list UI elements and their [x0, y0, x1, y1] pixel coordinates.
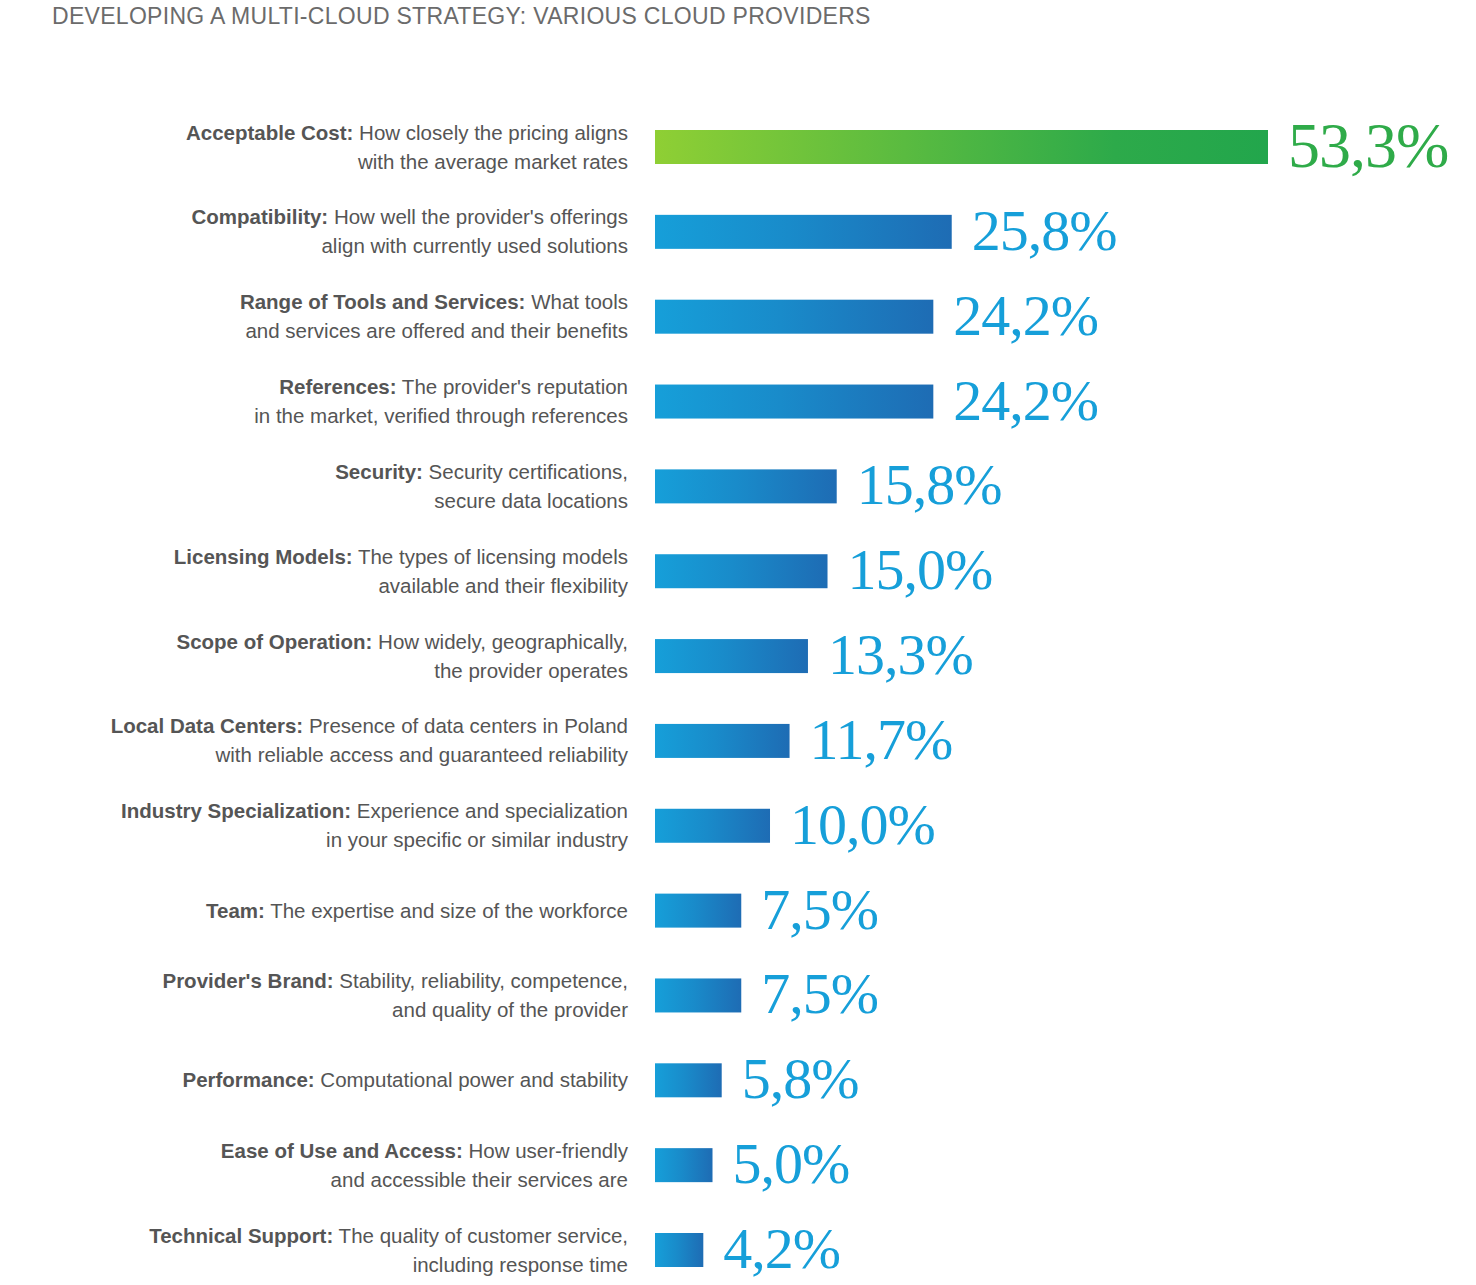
data-label: 15,8%: [857, 452, 1002, 517]
category-label: Scope of Operation: How widely, geograph…: [176, 630, 628, 682]
data-label: 11,7%: [810, 707, 953, 772]
data-label: 24,2%: [953, 283, 1098, 348]
category-label: Team: The expertise and size of the work…: [206, 899, 628, 922]
data-label: 25,8%: [972, 198, 1117, 263]
data-label: 5,8%: [742, 1046, 859, 1111]
data-label: 53,3%: [1288, 110, 1448, 181]
category-label: Acceptable Cost: How closely the pricing…: [186, 121, 628, 173]
category-label: Local Data Centers: Presence of data cen…: [111, 714, 629, 766]
bar: [655, 385, 933, 419]
data-label: 7,5%: [761, 961, 878, 1026]
labels: Acceptable Cost: How closely the pricing…: [111, 110, 1449, 1281]
bars: [655, 130, 1268, 1267]
category-label: Range of Tools and Services: What toolsa…: [240, 290, 628, 342]
bar: [655, 300, 933, 334]
category-label: Ease of Use and Access: How user-friendl…: [221, 1139, 629, 1191]
data-label: 13,3%: [828, 622, 973, 687]
bar: [655, 809, 770, 843]
category-label: Security: Security certifications,secure…: [335, 460, 628, 512]
data-label: 10,0%: [790, 792, 935, 857]
bar: [655, 1063, 722, 1097]
bar: [655, 130, 1268, 164]
bar: [655, 1233, 703, 1267]
bar: [655, 978, 741, 1012]
category-label: Provider's Brand: Stability, reliability…: [162, 969, 628, 1021]
data-label: 15,0%: [848, 537, 993, 602]
bar: [655, 639, 808, 673]
title: DEVELOPING A MULTI-CLOUD STRATEGY: VARIO…: [52, 3, 871, 29]
category-label: Industry Specialization: Experience and …: [121, 799, 629, 851]
data-label: 4,2%: [723, 1216, 840, 1281]
bar: [655, 554, 828, 588]
chart: DEVELOPING A MULTI-CLOUD STRATEGY: VARIO…: [0, 0, 1476, 1285]
category-label: References: The provider's reputationin …: [254, 375, 628, 427]
category-label: Performance: Computational power and sta…: [182, 1068, 628, 1091]
bar: [655, 894, 741, 928]
category-label: Compatibility: How well the provider's o…: [192, 205, 628, 257]
data-label: 5,0%: [733, 1131, 850, 1196]
bar: [655, 215, 952, 249]
bar: [655, 724, 790, 758]
category-label: Licensing Models: The types of licensing…: [174, 545, 629, 597]
data-label: 24,2%: [953, 368, 1098, 433]
bar: [655, 1148, 713, 1182]
bar: [655, 469, 837, 503]
data-label: 7,5%: [761, 877, 878, 942]
category-label: Technical Support: The quality of custom…: [149, 1224, 628, 1276]
